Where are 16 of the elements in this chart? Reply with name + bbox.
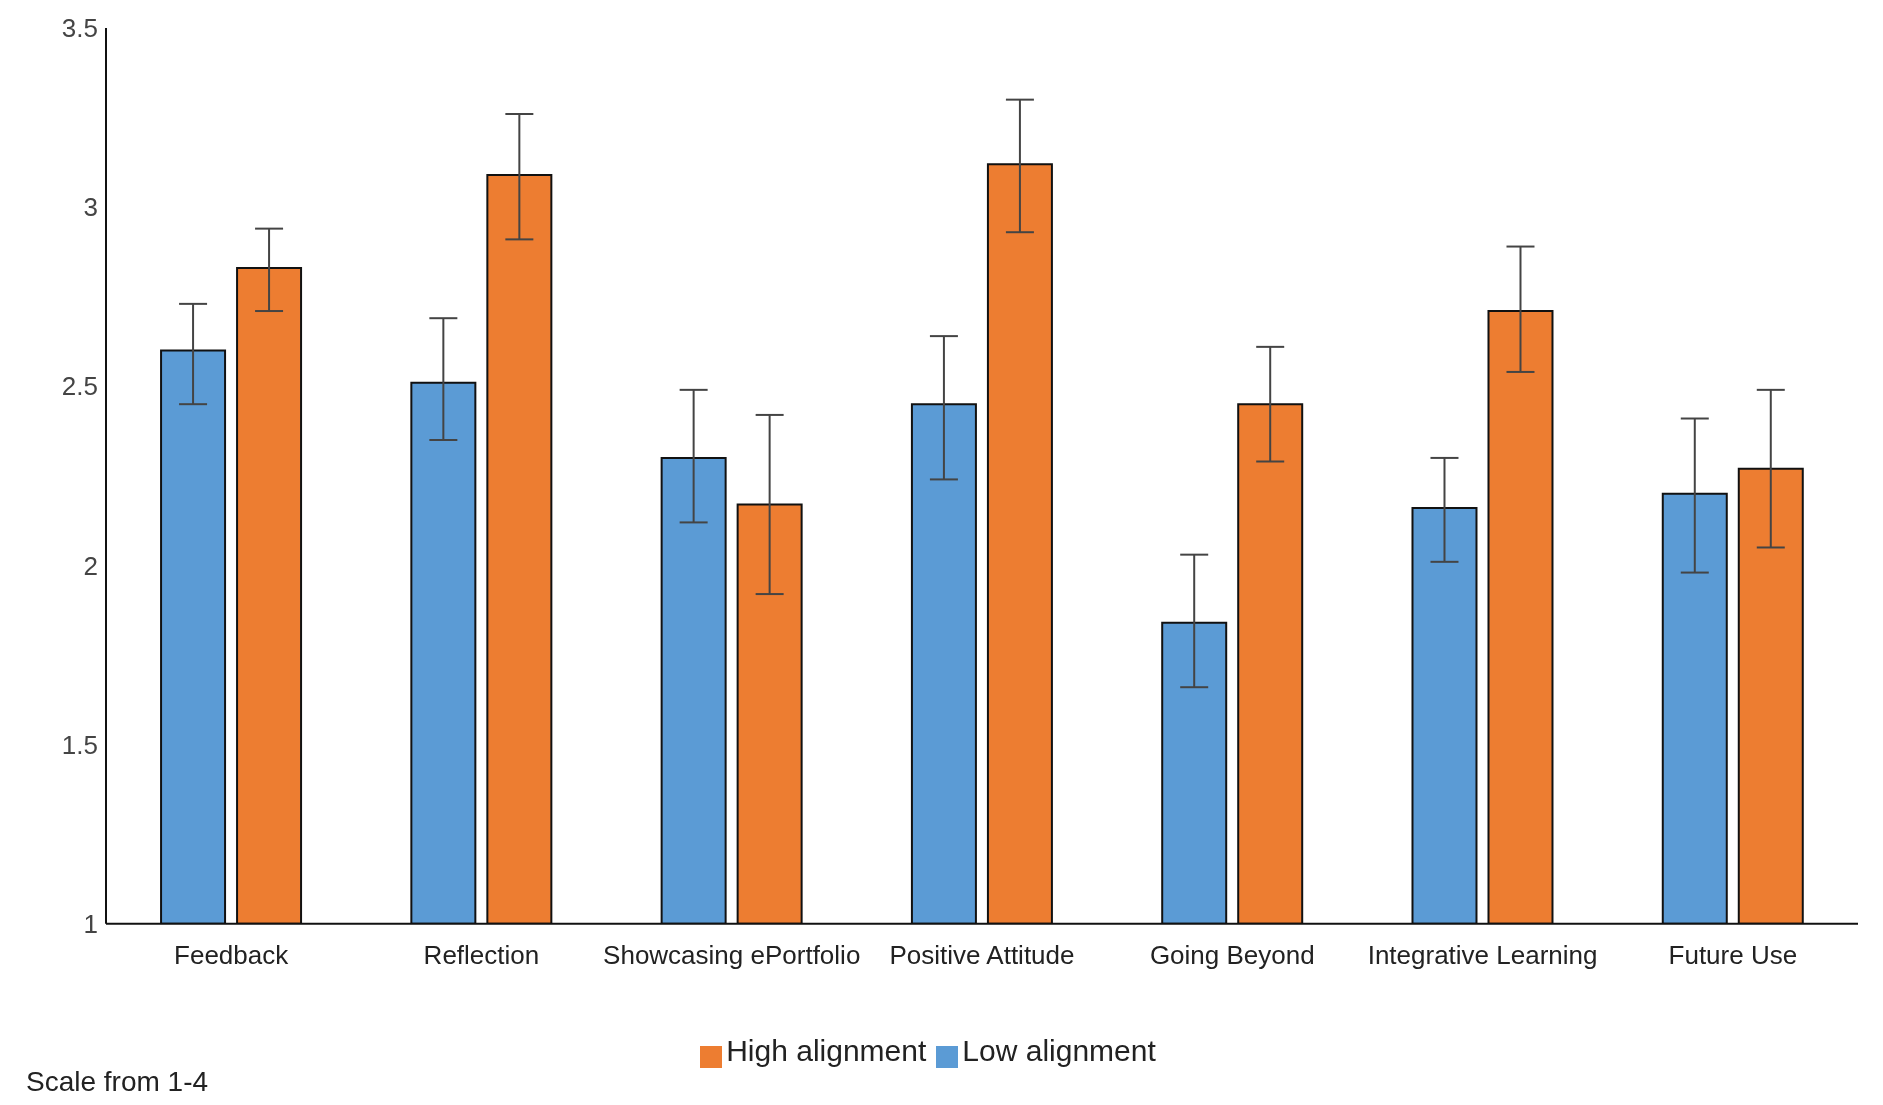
x-tick-label: Positive Attitude	[889, 940, 1075, 971]
legend-label: High alignment	[726, 1033, 927, 1067]
x-tick-label: Integrative Learning	[1367, 940, 1598, 971]
y-tick-label: 1.5	[61, 729, 98, 760]
x-tick-label: Showcasing ePortfolio	[603, 940, 861, 971]
y-tick-label: 1	[83, 908, 98, 939]
x-tick-label: Feedback	[174, 940, 290, 971]
y-tick-label: 3.5	[61, 13, 98, 44]
y-tick-label: 3	[83, 192, 98, 223]
y-tick-label: 2.5	[61, 371, 98, 402]
x-tick-label: Reflection	[423, 940, 540, 971]
x-tick-label: Going Beyond	[1149, 940, 1315, 971]
text: Scale from 1-4	[26, 1066, 209, 1098]
y-tick-label: 2	[83, 550, 98, 581]
legend-label: Low alignment	[962, 1033, 1156, 1067]
x-tick-label: Future Use	[1668, 940, 1798, 971]
